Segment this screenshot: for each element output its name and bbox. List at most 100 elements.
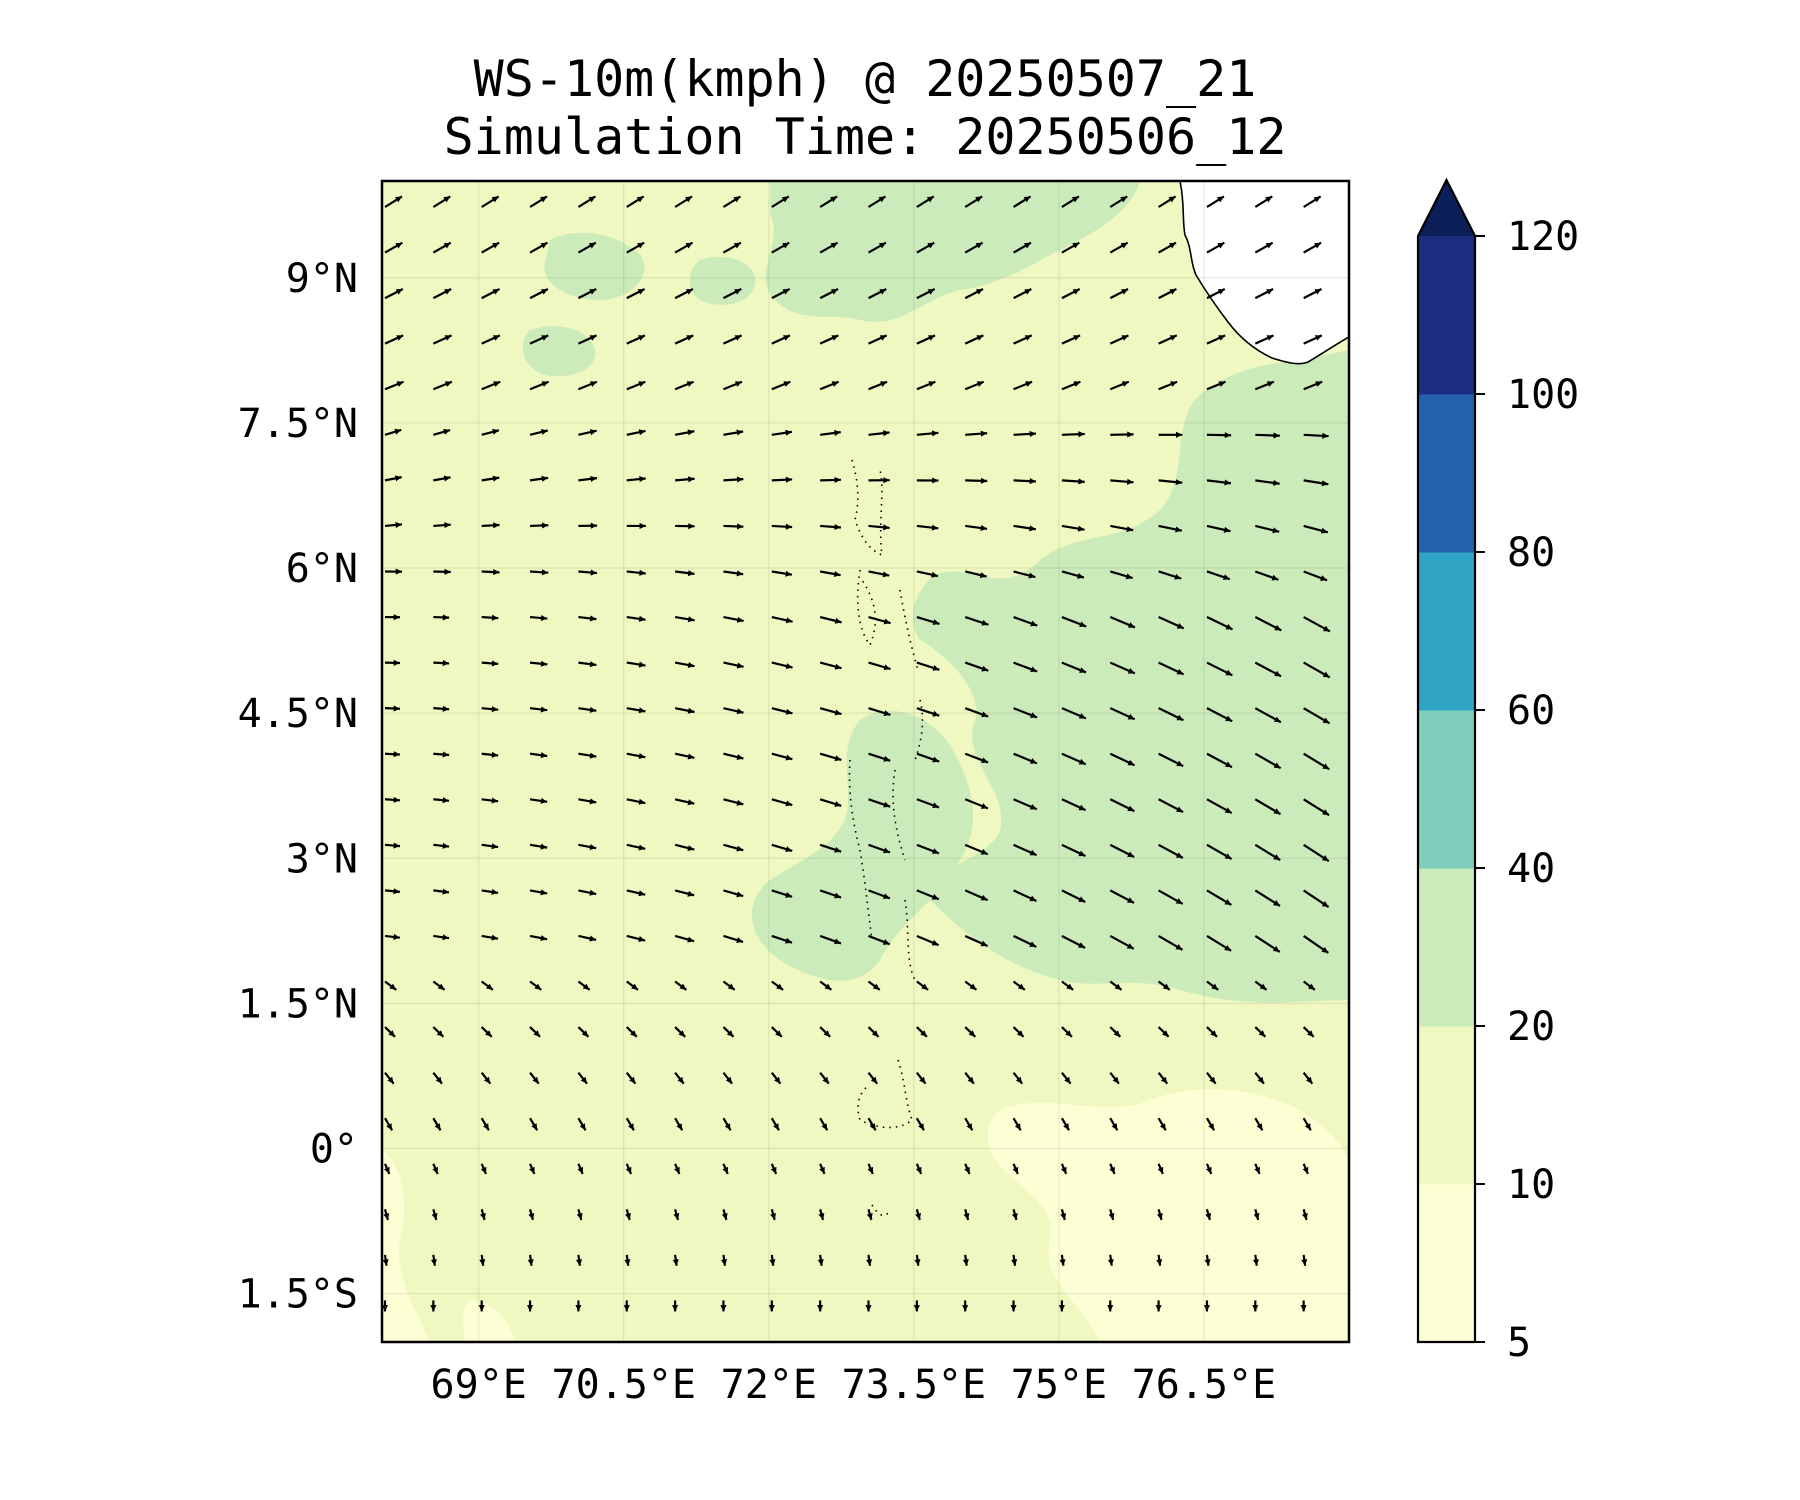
wind-arrow [865,1300,872,1312]
wind-arrow [1013,288,1032,300]
wind-arrow [1158,843,1184,859]
wind-arrow [1303,707,1331,725]
wind-arrow [771,798,793,807]
wind-arrow [577,334,598,345]
wind-arrow [1302,1117,1312,1131]
wind-arrow [1254,980,1268,991]
wind-arrow [868,889,891,900]
x-tick-label: 76.5°E [1132,1362,1277,1408]
wind-arrow [1158,524,1183,533]
wind-arrow [1109,334,1129,345]
wind-arrow [1303,432,1329,439]
wind-arrow [1206,980,1219,991]
wind-arrow [916,195,935,208]
wind-arrow [820,429,841,436]
wind-arrow [1110,431,1134,438]
wind-arrow [1061,889,1086,903]
wind-arrow [384,380,404,391]
wind-arrow [770,1163,778,1175]
wind-arrow [384,751,401,758]
wind-arrow [433,614,450,621]
wind-arrow [674,241,694,254]
wind-arrow [674,889,695,897]
wind-arrow [1254,380,1275,391]
wind-arrow [674,707,695,714]
wind-arrow [1254,288,1274,300]
wind-arrow [1206,570,1231,581]
wind-arrow [868,934,891,946]
wind-arrow [819,288,839,300]
wind-arrow [384,1071,395,1085]
wind-arrow [625,1117,635,1131]
wind-arrow [1254,889,1281,907]
wind-arrow [578,615,597,622]
wind-arrow [1158,431,1183,438]
wind-arrow [723,570,744,577]
wind-arrow [819,1163,826,1175]
map-gridlines [382,181,1349,1342]
wind-arrow [964,615,989,626]
wind-arrow [770,1209,776,1221]
wind-arrow [1061,195,1080,208]
wind-arrow [916,1026,928,1038]
wind-arrow [817,1300,824,1312]
wind-arrow [915,1071,927,1085]
wind-arrow [1303,798,1330,817]
y-tick-label: 9°N [286,256,358,302]
wind-arrow [1206,661,1233,677]
atoll-outline-north [851,459,883,557]
wind-arrow [1061,570,1085,579]
wind-arrow [529,660,548,667]
wind-arrow [433,797,450,804]
colorbar-band [1418,394,1475,553]
wind-arrow [1302,980,1316,991]
wind-arrow [672,1300,679,1312]
wind-arrow [1206,752,1233,769]
wind-arrow [819,1026,831,1038]
wind-arrow [1061,241,1080,254]
wind-arrow [433,842,450,849]
wind-arrow [1108,1209,1115,1221]
wind-arrow [770,1071,782,1085]
wind-arrow [964,980,978,991]
wind-arrow [819,798,842,807]
wind-arrow [529,980,542,991]
wind-arrow [721,1209,728,1221]
wind-arrow [626,798,646,805]
wind-arrow [723,429,744,436]
wind-arrow [432,195,451,208]
wind-arrow [1255,432,1280,439]
contour-region-central [751,710,974,981]
wind-arrow [433,475,451,482]
wind-arrow [771,661,793,670]
wind-arrow [626,752,646,760]
wind-arrow [432,1071,443,1085]
wind-arrow [722,288,742,300]
colorbar-band [1418,236,1475,395]
wind-arrow [964,889,989,902]
wind-arrow [481,706,499,713]
wind-arrow [1158,752,1184,768]
wind-arrow [674,570,695,577]
wind-arrow [722,980,736,991]
wind-arrow [1109,570,1133,580]
wind-arrow [819,241,839,254]
wind-arrow [384,842,401,849]
wind-arrow [625,1026,638,1038]
wind-arrow [1158,241,1177,254]
wind-arrow [626,288,646,300]
wind-arrow [723,843,744,852]
wind-arrow [1061,524,1085,532]
wind-arrow [1254,661,1282,678]
wind-arrow [432,1117,442,1131]
wind-arrow [820,523,841,531]
wind-arrow [769,1254,776,1266]
contour-region-southeast [988,1089,1349,1342]
wind-arrow [1157,1026,1170,1038]
wind-arrow [1204,1254,1211,1266]
wind-arrow [626,843,646,851]
wind-arrow [1109,241,1129,254]
wind-arrow [1206,616,1234,631]
colorbar-band [1418,1026,1475,1185]
wind-arrow [964,1071,975,1085]
